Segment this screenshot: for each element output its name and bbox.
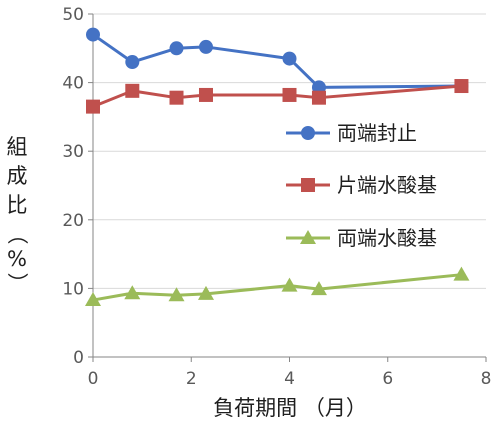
legend-item: 両端水酸基 xyxy=(286,226,437,250)
data-point xyxy=(454,79,469,94)
data-point xyxy=(169,41,184,56)
data-point xyxy=(281,277,298,292)
data-point xyxy=(168,287,185,302)
legend-marker xyxy=(301,126,315,140)
y-tick-label: 0 xyxy=(73,348,84,368)
plot-series xyxy=(85,27,470,307)
data-point xyxy=(125,55,140,70)
data-point xyxy=(86,99,100,114)
x-axis-title: 負荷期間 （月） xyxy=(213,396,367,420)
y-axis-title-char: % xyxy=(7,247,27,271)
y-tick-label: 50 xyxy=(62,5,84,25)
data-point xyxy=(197,285,214,300)
legend-label: 両端水酸基 xyxy=(337,226,437,250)
data-point xyxy=(310,281,327,296)
y-tick-label: 20 xyxy=(62,211,84,231)
series-0 xyxy=(86,27,469,95)
y-axis-title-char: （ xyxy=(5,224,29,245)
data-point xyxy=(124,285,141,300)
x-tick-label: 0 xyxy=(88,369,99,389)
grid-lines xyxy=(93,13,486,289)
data-point xyxy=(282,51,297,66)
legend-item: 両端封止 xyxy=(286,121,417,145)
y-tick-label: 10 xyxy=(62,279,84,299)
data-point xyxy=(282,87,297,102)
y-tick-label: 30 xyxy=(62,142,84,162)
data-point xyxy=(453,266,470,281)
legend-label: 片端水酸基 xyxy=(337,173,437,197)
y-tick-label: 40 xyxy=(62,74,84,94)
legend-marker xyxy=(300,230,316,244)
series-2 xyxy=(85,266,470,307)
legend-marker xyxy=(301,178,315,192)
series-line xyxy=(92,84,462,109)
series-line xyxy=(92,273,462,302)
x-tick-label: 8 xyxy=(481,369,492,389)
legend-label: 両端封止 xyxy=(337,121,417,145)
legend-item: 片端水酸基 xyxy=(286,173,437,197)
data-point xyxy=(169,90,184,105)
tick-labels: 0 10 20 30 40 50 0 2 4 6 8 xyxy=(62,5,491,389)
y-axis-title-char: 成 xyxy=(7,164,28,188)
series-1 xyxy=(86,79,469,114)
data-point xyxy=(198,87,213,102)
y-axis-title-char: ） xyxy=(5,273,29,294)
y-axis-title: 組成比 （%） xyxy=(5,135,29,294)
data-point xyxy=(86,27,100,42)
y-axis-title-char: 比 xyxy=(7,193,28,217)
x-tick-label: 6 xyxy=(382,369,393,389)
y-axis-title-char: 組 xyxy=(7,135,28,159)
data-point xyxy=(85,292,101,307)
series-line xyxy=(92,33,462,89)
data-point xyxy=(125,83,140,98)
x-tick-label: 2 xyxy=(186,369,197,389)
data-point xyxy=(311,90,326,105)
x-tick-label: 4 xyxy=(284,369,295,389)
data-point xyxy=(198,39,213,54)
